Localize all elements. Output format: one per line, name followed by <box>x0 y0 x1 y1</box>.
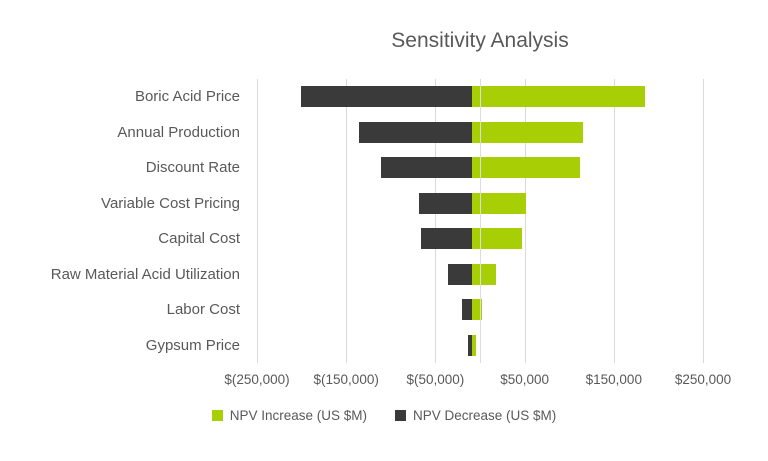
x-axis-tick-label: $50,000 <box>500 372 549 387</box>
legend-swatch-icon <box>395 410 406 421</box>
legend-swatch-icon <box>211 410 223 421</box>
legend-label: NPV Increase (US $M) <box>229 408 367 423</box>
x-axis-tick-label: $(50,000) <box>406 372 465 387</box>
bar-track <box>249 299 695 321</box>
legend-item: NPV Decrease (US $M) <box>395 408 556 423</box>
category-label: Annual Production <box>117 123 240 141</box>
gridline <box>346 79 348 363</box>
npv-decrease-bar <box>420 228 472 250</box>
npv-decrease-bar <box>462 299 472 321</box>
gridline <box>435 79 437 363</box>
category-label: Raw Material Acid Utilization <box>50 265 240 283</box>
bar-track <box>249 334 695 356</box>
npv-decrease-bar <box>418 192 472 214</box>
chart-row: Annual Production <box>0 115 768 151</box>
npv-decrease-bar <box>381 157 472 179</box>
category-label: Discount Rate <box>145 159 240 177</box>
legend: NPV Increase (US $M) NPV Decrease (US $M) <box>0 408 768 423</box>
x-axis-tick-label: $(250,000) <box>224 372 290 387</box>
gridline <box>703 79 704 363</box>
gridline <box>524 79 526 363</box>
npv-decrease-bar <box>448 263 472 285</box>
npv-increase-bar <box>472 263 497 285</box>
npv-increase-bar <box>472 228 523 250</box>
chart-row: Raw Material Acid Utilization <box>0 257 768 293</box>
category-label: Boric Acid Price <box>134 88 240 106</box>
npv-increase-bar <box>472 86 646 108</box>
npv-increase-bar <box>472 192 526 214</box>
chart-title: Sensitivity Analysis <box>391 29 569 52</box>
x-axis-tick-label: $150,000 <box>585 372 642 387</box>
bar-track <box>249 121 695 143</box>
npv-decrease-bar <box>467 334 472 356</box>
x-axis-tick-label: $(150,000) <box>313 372 379 387</box>
chart-row: Gypsum Price <box>0 328 768 364</box>
npv-decrease-bar <box>359 121 472 143</box>
chart-row: Capital Cost <box>0 221 768 257</box>
x-axis: $(250,000) $(150,000) $(50,000) $50,000 $150… <box>224 372 731 392</box>
npv-increase-bar <box>472 157 580 179</box>
chart-row: Boric Acid Price <box>0 79 768 115</box>
category-label: Capital Cost <box>158 230 240 248</box>
legend-item: NPV Increase (US $M) <box>211 408 367 423</box>
zero-axis-line <box>480 79 481 363</box>
gridline <box>257 79 258 363</box>
gridline <box>613 79 615 363</box>
npv-increase-bar <box>472 299 483 321</box>
chart-row: Variable Cost Pricing <box>0 186 768 222</box>
bar-rows: Boric Acid Price Annual Production Discoun… <box>0 79 768 363</box>
npv-decrease-bar <box>300 86 472 108</box>
category-label: Gypsum Price <box>145 336 240 354</box>
bar-track <box>249 192 695 214</box>
bar-track <box>249 228 695 250</box>
npv-increase-bar <box>472 334 476 356</box>
bar-track <box>249 86 695 108</box>
npv-increase-bar <box>472 121 584 143</box>
category-label: Variable Cost Pricing <box>101 194 240 212</box>
chart-row: Labor Cost <box>0 292 768 328</box>
chart-row: Discount Rate <box>0 150 768 186</box>
bar-track <box>249 263 695 285</box>
legend-label: NPV Decrease (US $M) <box>413 408 557 423</box>
category-label: Labor Cost <box>166 301 240 319</box>
bar-track <box>249 157 695 179</box>
plot-area <box>257 79 704 363</box>
x-axis-tick-label: $250,000 <box>674 372 732 387</box>
